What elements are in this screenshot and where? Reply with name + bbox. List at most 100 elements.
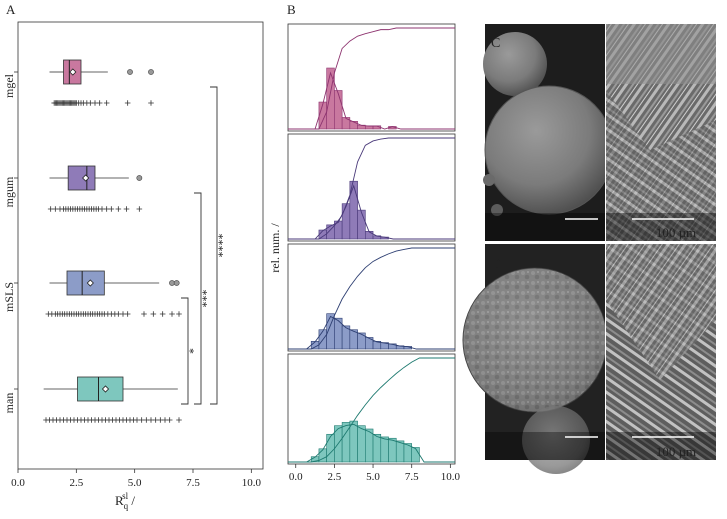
panel-c-particle [491, 204, 503, 216]
panel-c-right-crystals [606, 90, 716, 241]
histogram-density-line [288, 71, 455, 130]
histogram-bar [388, 437, 397, 463]
x-tick-label: 7.5 [186, 477, 200, 489]
raw-point [148, 100, 154, 106]
box-mean-marker [82, 174, 90, 182]
histogram-cumulative-line [288, 247, 455, 350]
panel-d-scale-label: 100 µm [656, 444, 696, 459]
histogram-bar [365, 230, 374, 240]
box-mean-marker [69, 68, 77, 76]
histogram-bar [334, 90, 343, 130]
raw-point [52, 206, 59, 212]
y-tick-label: mSLS [2, 282, 16, 312]
histogram-cumulative-line [288, 137, 455, 240]
panel-d-micrograph: 100 µm D [462, 244, 716, 474]
panel-b-histograms: 0.0 2.5 5.0 7.5 10.0 [287, 23, 461, 483]
raw-point [176, 311, 182, 317]
y-tick-label: mgel [2, 73, 16, 98]
panel-c-particle-2 [483, 174, 495, 186]
panel-label-a: A [6, 2, 16, 17]
box-mean-marker [101, 385, 110, 393]
significance-label: *** [199, 290, 213, 308]
raw-point [103, 100, 110, 106]
box-mSLS [66, 270, 105, 296]
x-tick-label: 10.0 [242, 477, 262, 489]
histogram-bar [357, 209, 366, 240]
panel-b-y-axis-label: rel. num. / [268, 223, 282, 273]
significance-label: **** [215, 234, 229, 258]
significance-bracket [181, 297, 189, 405]
x-tick-label: 7.5 [405, 471, 419, 483]
histogram-bar [357, 425, 366, 463]
raw-point [115, 311, 122, 317]
histogram-frame-mgum [287, 133, 456, 242]
panel-c-large-sphere [484, 85, 614, 215]
panel-d-small-sphere [522, 406, 590, 474]
x-tick-label: 5.0 [366, 471, 380, 483]
raw-point [157, 417, 164, 423]
panel-c-small-sphere [483, 32, 547, 96]
raw-point [123, 206, 130, 212]
panel-d-right-crystals [606, 244, 716, 380]
histogram-bar [349, 120, 358, 130]
panel-a-x-axis-label: Rqsl / [115, 491, 135, 511]
histogram-bar [395, 440, 405, 463]
histogram-cumulative-line [288, 357, 455, 463]
box-mean-marker [86, 279, 94, 287]
histogram-bar [341, 203, 351, 240]
histogram-frame-mgel [287, 23, 456, 132]
panel-c-left-footer [485, 213, 605, 241]
histogram-frame-mSLS [287, 243, 456, 352]
panel-a-plot-area [17, 21, 264, 470]
panel-c-micrograph: 100 µm C [483, 24, 716, 241]
raw-point [150, 311, 157, 317]
box-outlier [173, 280, 180, 286]
box-outlier [127, 69, 133, 75]
raw-point [87, 100, 94, 106]
panel-d-sphere-shade [463, 268, 607, 412]
significance-bracket [210, 86, 218, 405]
histogram-bar [372, 433, 382, 463]
x-tick-label: 5.0 [128, 477, 142, 489]
x-tick-label: 2.5 [328, 471, 342, 483]
raw-point [124, 311, 131, 317]
x-tick-label: 0.0 [289, 471, 303, 483]
raw-point [159, 311, 166, 317]
box-man [77, 376, 124, 402]
raw-point [96, 100, 103, 106]
significance-bracket [194, 192, 202, 405]
significance-label: * [186, 348, 200, 354]
x-tick-label: 0.0 [11, 477, 25, 489]
histogram-bar [365, 428, 374, 463]
y-tick-label: mgum [2, 176, 16, 207]
box-outlier [136, 175, 143, 181]
y-tick-label: man [2, 393, 16, 414]
histogram-density-line [288, 423, 455, 463]
raw-point [136, 206, 143, 212]
histogram-bar [411, 447, 420, 463]
histogram-bar [380, 436, 389, 463]
raw-point [141, 311, 147, 317]
box-outlier [148, 69, 154, 75]
raw-point [108, 206, 115, 212]
x-tick-label: 10.0 [441, 471, 461, 483]
raw-point [115, 206, 122, 212]
histogram-bar [318, 101, 327, 130]
panel-d-letter: D [491, 257, 501, 272]
x-tick-label: 2.5 [69, 477, 83, 489]
raw-point [143, 417, 150, 423]
panel-c-scale-label: 100 µm [656, 225, 696, 240]
raw-point [166, 417, 173, 423]
panel-label-b: B [287, 2, 296, 17]
raw-point [176, 417, 182, 423]
raw-point [169, 311, 175, 317]
panel-c-right-top [606, 24, 716, 84]
panel-c-letter: C [491, 36, 500, 51]
raw-point [124, 100, 131, 106]
panel-c-right-footer [606, 213, 716, 241]
histogram-density-line [288, 315, 455, 350]
histogram-bar [326, 433, 335, 463]
histogram-bar [349, 420, 358, 463]
